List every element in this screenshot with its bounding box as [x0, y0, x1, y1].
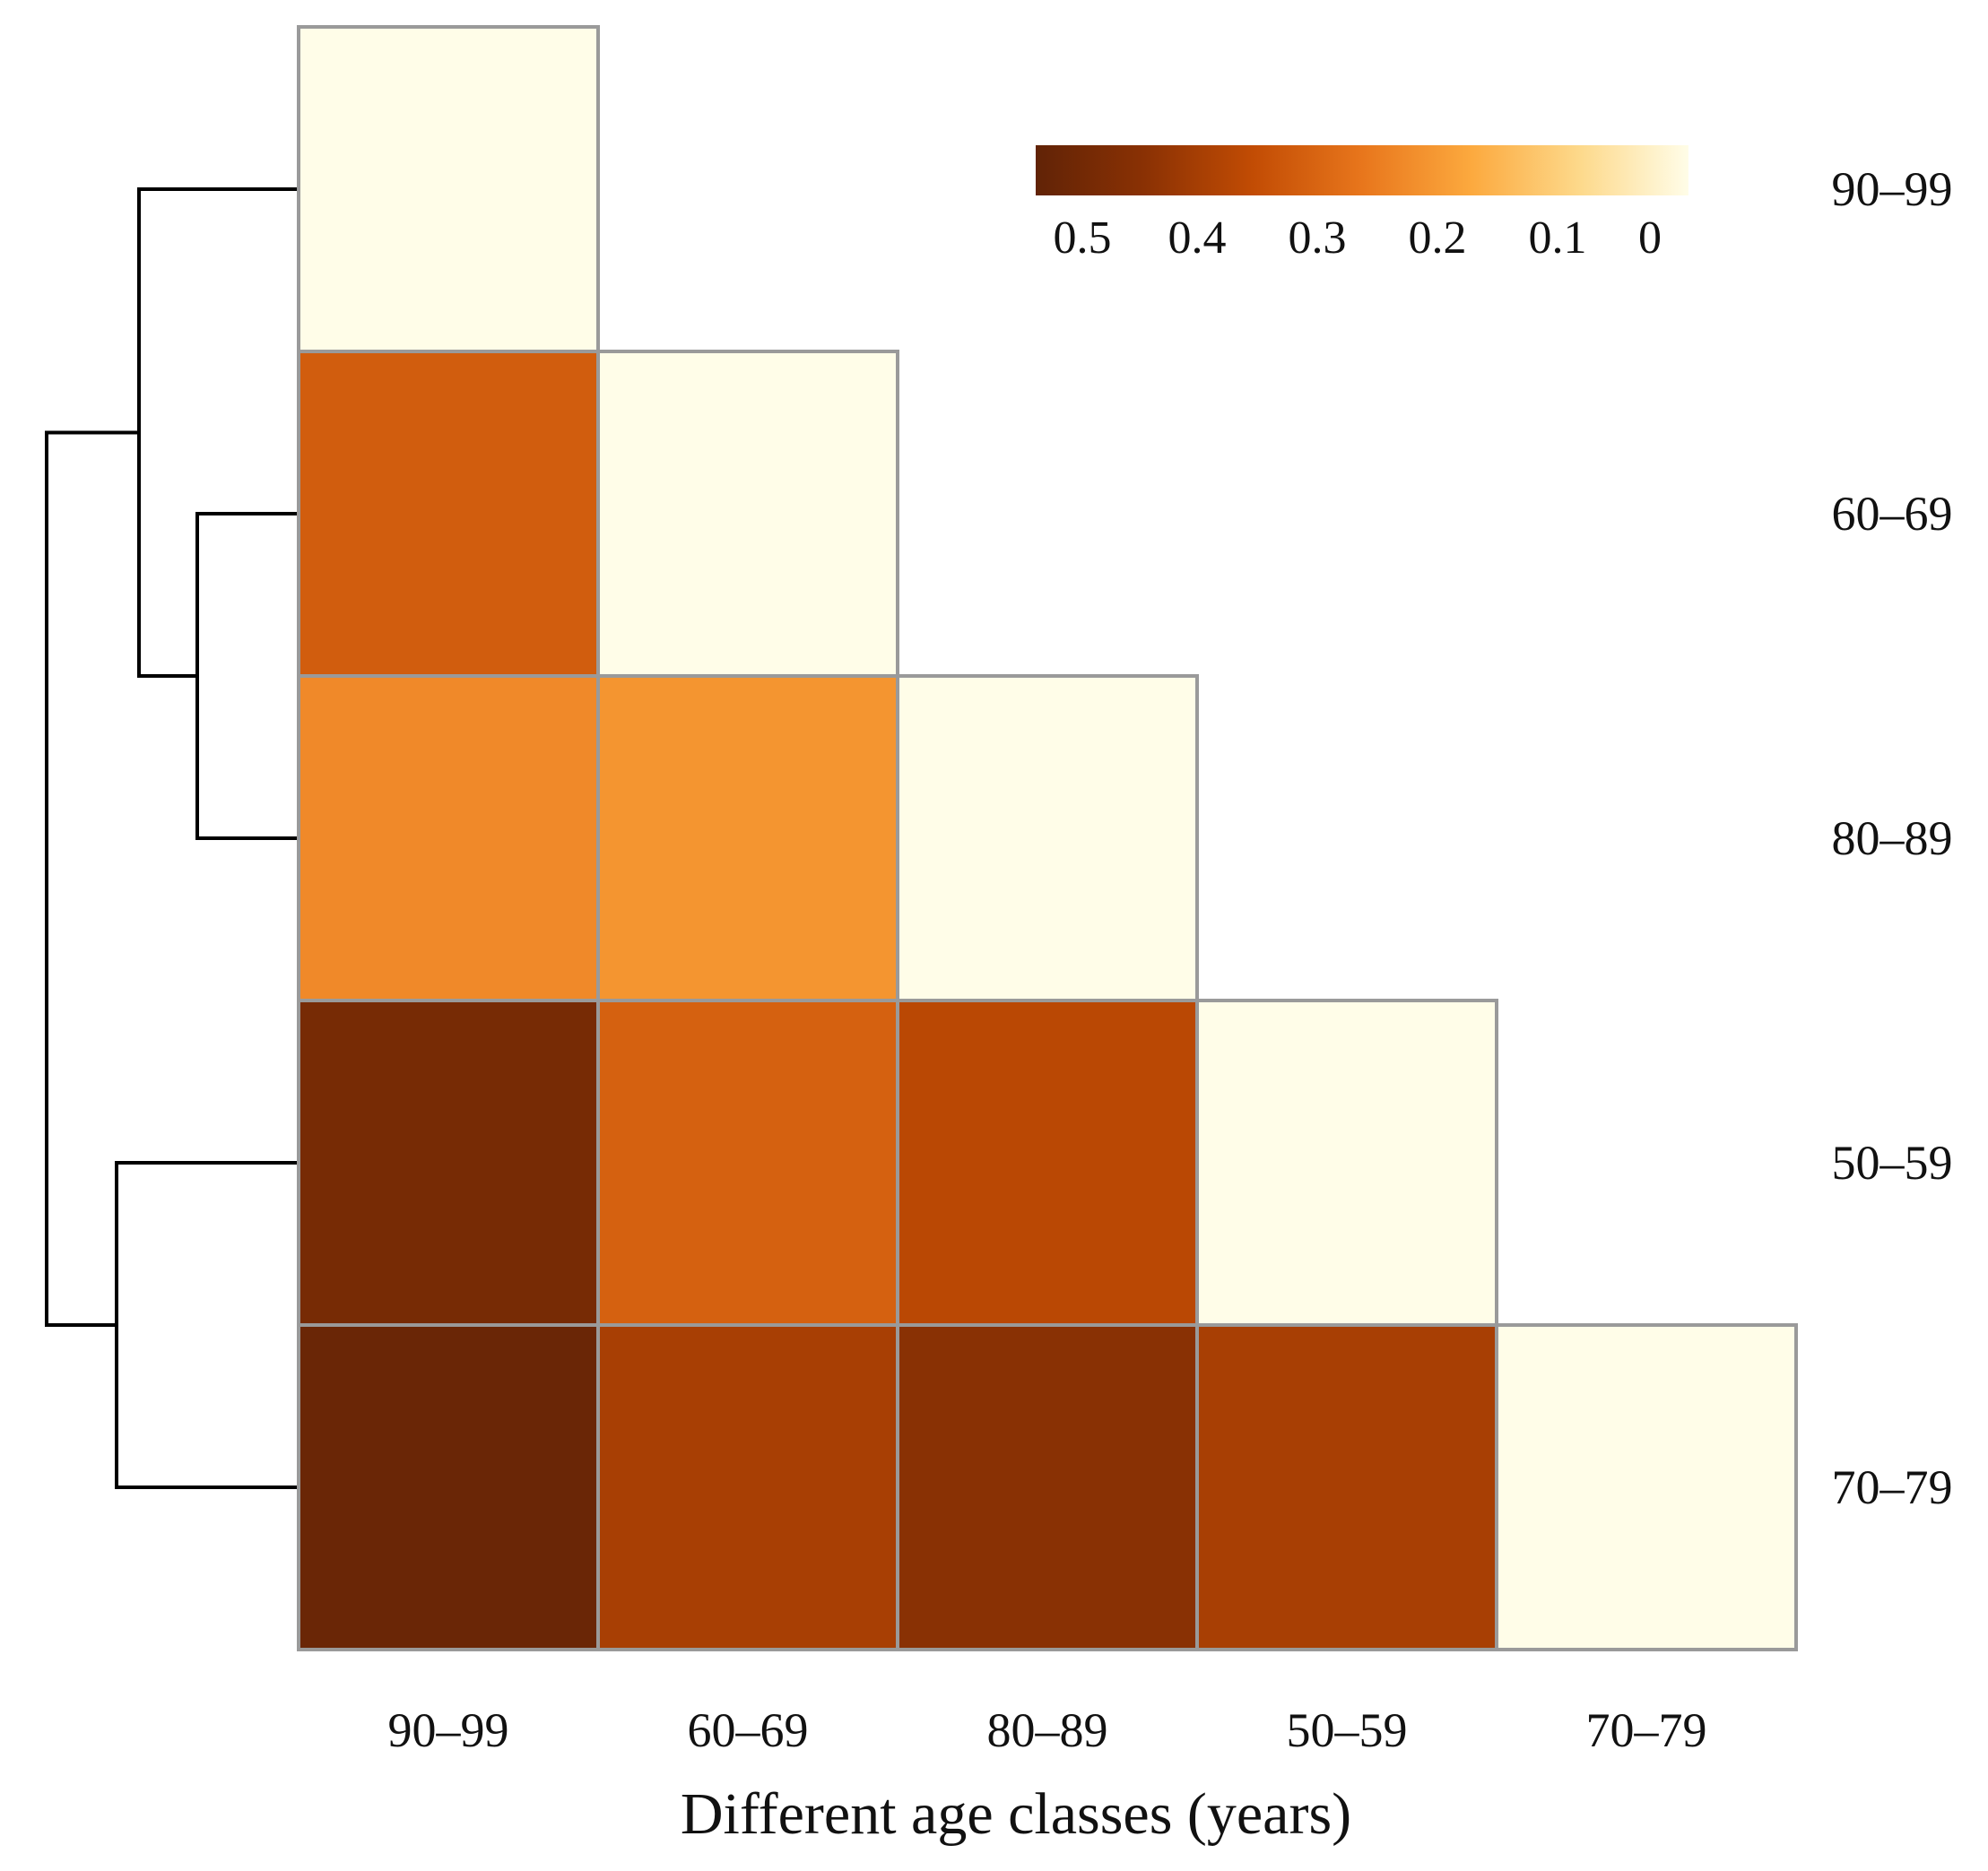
- dendrogram-branch-0: [195, 512, 299, 840]
- row-label-1: 60–69: [1832, 487, 1953, 541]
- colorbar-tick-label-0: 0.5: [1054, 212, 1112, 264]
- heatmap-cell-2-2: [896, 674, 1199, 1002]
- row-label-2: 80–89: [1832, 811, 1953, 865]
- col-label-1: 60–69: [688, 1703, 809, 1757]
- heatmap-cell-3-0: [297, 999, 600, 1327]
- heatmap-cell-2-0: [297, 674, 600, 1002]
- col-label-0: 90–99: [388, 1703, 509, 1757]
- colorbar-gradient: [1036, 145, 1688, 195]
- heatmap-cell-4-3: [1195, 1323, 1498, 1651]
- dendrogram-branch-1: [137, 187, 299, 678]
- heatmap-cell-0-0: [297, 25, 600, 353]
- dendrogram-branch-2: [115, 1161, 299, 1489]
- colorbar-tick-label-5: 0: [1638, 212, 1662, 264]
- row-label-0: 90–99: [1832, 162, 1953, 216]
- col-label-4: 70–79: [1586, 1703, 1707, 1757]
- heatmap-cell-1-0: [297, 350, 600, 678]
- row-label-4: 70–79: [1832, 1460, 1953, 1514]
- col-label-3: 50–59: [1287, 1703, 1408, 1757]
- row-label-3: 50–59: [1832, 1136, 1953, 1190]
- colorbar-tick-label-1: 0.4: [1168, 212, 1227, 264]
- dendrogram-branch-3: [45, 430, 139, 1327]
- heatmap-cell-4-1: [596, 1323, 899, 1651]
- axis-labels: 90–99 60–69 80–89 50–59 70–79 90–99 60–69 80–89…: [388, 162, 1953, 1847]
- heatmap-cell-3-2: [896, 999, 1199, 1327]
- dendrogram: [45, 187, 299, 1489]
- colorbar-tick-label-4: 0.1: [1529, 212, 1587, 264]
- heatmap-cells: [297, 25, 1798, 1651]
- colorbar-tick-label-3: 0.2: [1409, 212, 1467, 264]
- colorbar: 0.5 0.4 0.3 0.2 0.1 0: [1036, 145, 1688, 264]
- heatmap-cell-2-1: [596, 674, 899, 1002]
- heatmap-cell-3-1: [596, 999, 899, 1327]
- heatmap-cell-4-4: [1495, 1323, 1798, 1651]
- heatmap-cell-4-2: [896, 1323, 1199, 1651]
- col-label-2: 80–89: [987, 1703, 1108, 1757]
- heatmap-cell-3-3: [1195, 999, 1498, 1327]
- colorbar-tick-label-2: 0.3: [1289, 212, 1347, 264]
- heatmap-cell-1-1: [596, 350, 899, 678]
- heatmap-cell-4-0: [297, 1323, 600, 1651]
- x-axis-title: Different age classes (years): [681, 1781, 1351, 1847]
